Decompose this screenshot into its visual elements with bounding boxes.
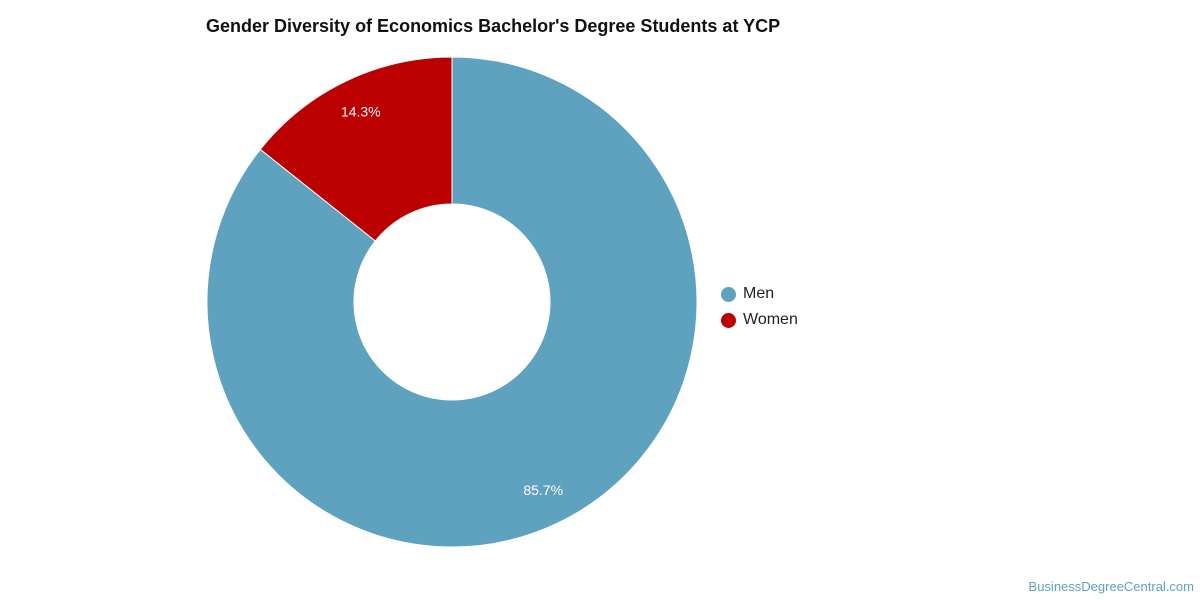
legend-item-women[interactable]: Women [721,307,798,333]
legend-label-men: Men [743,285,775,302]
chart-title: Gender Diversity of Economics Bachelor's… [206,16,781,36]
source-credit[interactable]: BusinessDegreeCentral.com [1028,579,1194,594]
legend-item-men[interactable]: Men [721,281,798,307]
data-label-men: 85.7% [523,482,563,498]
slice-women[interactable] [259,56,453,242]
legend-swatch-women [721,312,736,328]
legend-label-women: Women [743,311,798,328]
slice-men[interactable] [206,56,698,548]
legend-swatch-men [721,286,736,302]
legend: Men Women [721,281,798,333]
data-label-women: 14.3% [341,104,381,120]
